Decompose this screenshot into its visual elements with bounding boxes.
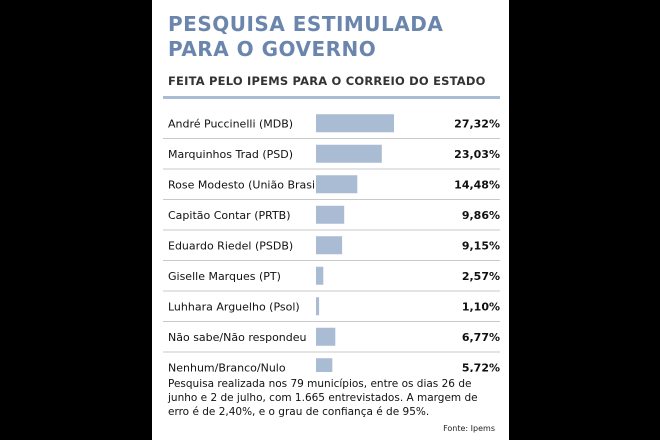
category-label: Capitão Contar (PRTB) [168,209,291,222]
value-label: 27,32% [454,117,500,130]
value-label: 9,86% [462,209,500,222]
value-label: 23,03% [454,148,500,161]
infographic-card: PESQUISA ESTIMULADA PARA O GOVERNO FEITA… [152,0,509,440]
value-label: 14,48% [454,178,500,191]
header-rule [163,96,500,99]
value-label: 1,10% [462,300,500,313]
category-label: Não sabe/Não respondeu [168,331,307,344]
category-label: Giselle Marques (PT) [168,270,281,283]
value-label: 5,72% [462,361,500,372]
category-label: Nenhum/Branco/Nulo [168,361,286,372]
category-label: Eduardo Riedel (PSDB) [168,239,293,252]
category-label: Rose Modesto (União Brasil) [168,178,322,191]
value-label: 6,77% [462,331,500,344]
bar [316,144,382,163]
chart-title: PESQUISA ESTIMULADA PARA O GOVERNO [168,12,444,61]
bar [316,266,324,285]
value-label: 9,15% [462,239,500,252]
source-credit: Fonte: Ipems [443,424,495,433]
category-label: André Puccinelli (MDB) [168,117,293,130]
footnote: Pesquisa realizada nos 79 municípios, en… [168,378,478,418]
value-label: 2,57% [462,270,500,283]
category-label: Luhhara Arguelho (Psol) [168,300,300,313]
bar [316,297,320,316]
bar-chart: André Puccinelli (MDB) 27,32% Marquinhos T… [163,114,500,372]
bar [316,175,358,194]
bar [316,358,333,372]
chart-subtitle: FEITA PELO IPEMS PARA O CORREIO DO ESTAD… [168,74,486,88]
bar [316,236,343,255]
category-label: Marquinhos Trad (PSD) [168,148,293,161]
bar [316,205,345,224]
bar [316,327,336,346]
bar [316,114,394,133]
